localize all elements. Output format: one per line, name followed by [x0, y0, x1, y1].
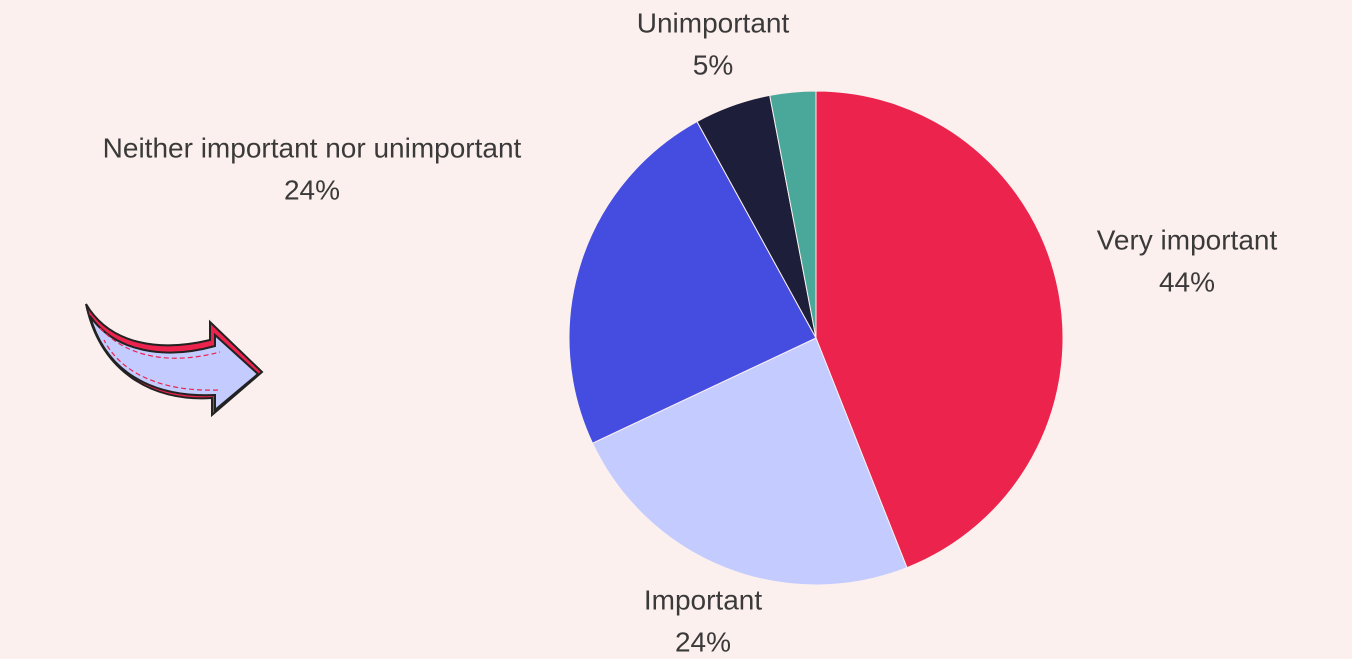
slice-label: Very important — [1097, 224, 1278, 255]
slice-label: Neither important nor unimportant — [103, 132, 522, 163]
pie-slice — [591, 337, 908, 586]
arrow-decoration — [85, 303, 264, 418]
pie-slice — [568, 120, 817, 444]
slice-value-label: 24% — [284, 174, 340, 205]
arrow-stitch — [99, 327, 221, 391]
slice-value-label: 5% — [693, 49, 733, 80]
slice-label: Important — [644, 584, 762, 615]
pie-slice — [769, 90, 817, 339]
pie-slice — [815, 90, 1064, 569]
slice-value-label: 24% — [675, 626, 731, 657]
slice-label: Unimportant — [637, 7, 790, 38]
slice-value-label: 44% — [1159, 266, 1215, 297]
arrow — [89, 315, 260, 413]
